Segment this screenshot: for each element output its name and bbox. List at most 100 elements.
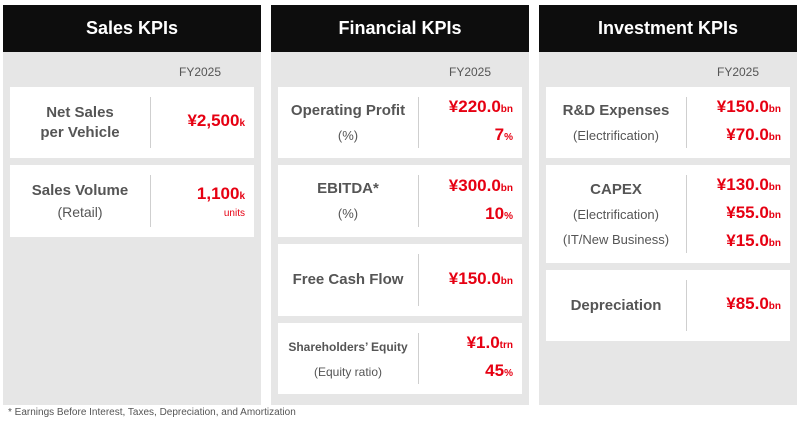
free-cash-flow-card: Free Cash Flow ¥150.0bn — [278, 244, 522, 316]
kpi-label-sub: (Equity ratio) — [313, 364, 383, 379]
operating-profit-card: Operating Profit (%) ¥220.0bn 7% — [278, 87, 522, 158]
kpi-label: EBITDA* (%) — [278, 165, 418, 237]
fiscal-year-label: FY2025 — [717, 65, 760, 79]
kpi-values: ¥1.0trn 45% — [419, 323, 522, 394]
kpi-value: ¥150.0bn — [449, 268, 513, 293]
kpi-values: ¥2,500k — [151, 87, 254, 158]
value-number: ¥300.0 — [448, 175, 501, 195]
kpi-value-secondary: 45% — [485, 360, 513, 385]
kpi-label-main: Operating Profit — [290, 101, 406, 119]
value-number: ¥15.0 — [726, 230, 769, 250]
value-unit: k — [239, 118, 245, 129]
ebitda-card: EBITDA* (%) ¥300.0bn 10% — [278, 165, 522, 237]
kpi-label-sub: (%) — [337, 127, 359, 143]
value-number: ¥150.0 — [716, 97, 769, 116]
sales-kpis-column: Sales KPIs FY2025 Net Sales per Vehicle … — [3, 5, 261, 405]
kpi-values: ¥150.0bn ¥70.0bn — [687, 87, 790, 158]
card-divider — [686, 280, 687, 331]
value-unit: bn — [768, 104, 781, 115]
value-unit: % — [504, 132, 513, 143]
value-unit: k — [239, 190, 245, 202]
kpi-values: ¥85.0bn — [687, 270, 790, 341]
fiscal-year-label: FY2025 — [179, 65, 222, 79]
kpi-value-secondary: 7% — [495, 124, 513, 149]
value-number: ¥55.0 — [726, 202, 769, 222]
kpi-label-main: Free Cash Flow — [292, 271, 404, 288]
value-number: ¥150.0 — [448, 268, 501, 288]
card-divider — [150, 175, 151, 227]
kpi-value: ¥130.0bn — [717, 174, 781, 199]
kpi-label-line1: Net Sales — [46, 103, 114, 121]
value-unit: bn — [500, 182, 513, 194]
depreciation-card: Depreciation ¥85.0bn — [546, 270, 790, 341]
financial-kpis-header: Financial KPIs — [271, 5, 529, 52]
sales-volume-card: Sales Volume (Retail) 1,100k units — [10, 165, 254, 237]
kpi-label: Free Cash Flow — [278, 244, 418, 316]
kpi-label-sub: (Retail) — [57, 204, 103, 220]
card-divider — [418, 333, 419, 384]
kpi-label: Sales Volume (Retail) — [10, 165, 150, 237]
kpi-label: R&D Expenses (Electrification) — [546, 87, 686, 158]
value-unit: % — [504, 368, 513, 379]
card-divider — [150, 97, 151, 148]
value-number: ¥85.0 — [726, 294, 769, 313]
card-divider — [418, 254, 419, 306]
shareholders-equity-card: Shareholders’ Equity (Equity ratio) ¥1.0… — [278, 323, 522, 394]
kpi-label-sub: (%) — [337, 206, 359, 221]
value-note: units — [223, 207, 245, 219]
value-unit: bn — [768, 132, 781, 143]
value-number: ¥130.0 — [716, 174, 769, 194]
net-sales-per-vehicle-card: Net Sales per Vehicle ¥2,500k — [10, 87, 254, 158]
financial-kpis-column: Financial KPIs FY2025 Operating Profit (… — [271, 5, 529, 405]
rd-expenses-card: R&D Expenses (Electrification) ¥150.0bn … — [546, 87, 790, 158]
kpi-value-secondary: ¥55.0bn — [726, 202, 781, 227]
kpi-value-tertiary: ¥15.0bn — [726, 230, 781, 255]
kpi-value-secondary: ¥70.0bn — [726, 124, 781, 149]
card-divider — [686, 97, 687, 148]
kpi-value: ¥2,500k — [187, 110, 245, 135]
kpi-value: ¥300.0bn — [449, 175, 513, 200]
kpi-label-sub: (Electrification) — [573, 206, 659, 222]
kpi-label-main: Depreciation — [570, 296, 662, 314]
value-number: ¥1.0 — [466, 333, 500, 352]
kpi-label-main: CAPEX — [590, 180, 642, 198]
kpi-values: ¥220.0bn 7% — [419, 87, 522, 158]
card-divider — [418, 97, 419, 148]
kpi-label: Depreciation — [546, 270, 686, 341]
kpi-label-main: EBITDA* — [317, 180, 379, 197]
investment-kpis-column: Investment KPIs FY2025 R&D Expenses (Ele… — [539, 5, 797, 405]
value-number: 7 — [494, 125, 505, 144]
card-divider — [418, 175, 419, 227]
kpi-value: ¥150.0bn — [717, 96, 781, 121]
value-number: ¥220.0 — [448, 97, 501, 116]
value-unit: bn — [768, 237, 781, 249]
value-number: 1,100 — [196, 183, 240, 203]
value-unit: bn — [768, 301, 781, 312]
kpi-value: ¥220.0bn — [449, 96, 513, 121]
value-number: ¥70.0 — [726, 125, 769, 144]
kpi-label-line2: per Vehicle — [40, 123, 120, 141]
value-unit: bn — [500, 104, 513, 115]
kpi-label: Net Sales per Vehicle — [10, 87, 150, 158]
kpi-label: Shareholders’ Equity (Equity ratio) — [278, 323, 418, 394]
kpi-values: 1,100k units — [151, 165, 254, 237]
kpi-values: ¥150.0bn — [419, 244, 522, 316]
kpi-value-secondary: 10% — [485, 203, 513, 228]
kpi-value: ¥85.0bn — [726, 293, 781, 318]
sales-kpis-header: Sales KPIs — [3, 5, 261, 52]
kpi-label-sub: (IT/New Business) — [562, 231, 670, 247]
kpi-value: ¥1.0trn — [467, 332, 513, 357]
kpi-label-sub: (Electrification) — [573, 127, 659, 143]
value-unit: % — [504, 210, 513, 222]
kpi-label: Operating Profit (%) — [278, 87, 418, 158]
kpi-values: ¥300.0bn 10% — [419, 165, 522, 237]
kpi-values: ¥130.0bn ¥55.0bn ¥15.0bn — [687, 165, 790, 263]
fiscal-year-label: FY2025 — [449, 65, 492, 79]
value-number: 10 — [485, 203, 505, 223]
investment-kpis-header: Investment KPIs — [539, 5, 797, 52]
kpi-label-main: Shareholders’ Equity — [288, 339, 408, 354]
value-unit: bn — [768, 181, 781, 193]
kpi-label-main: R&D Expenses — [562, 101, 670, 119]
kpi-label-main: Sales Volume — [31, 182, 129, 199]
value-unit: bn — [500, 275, 513, 287]
